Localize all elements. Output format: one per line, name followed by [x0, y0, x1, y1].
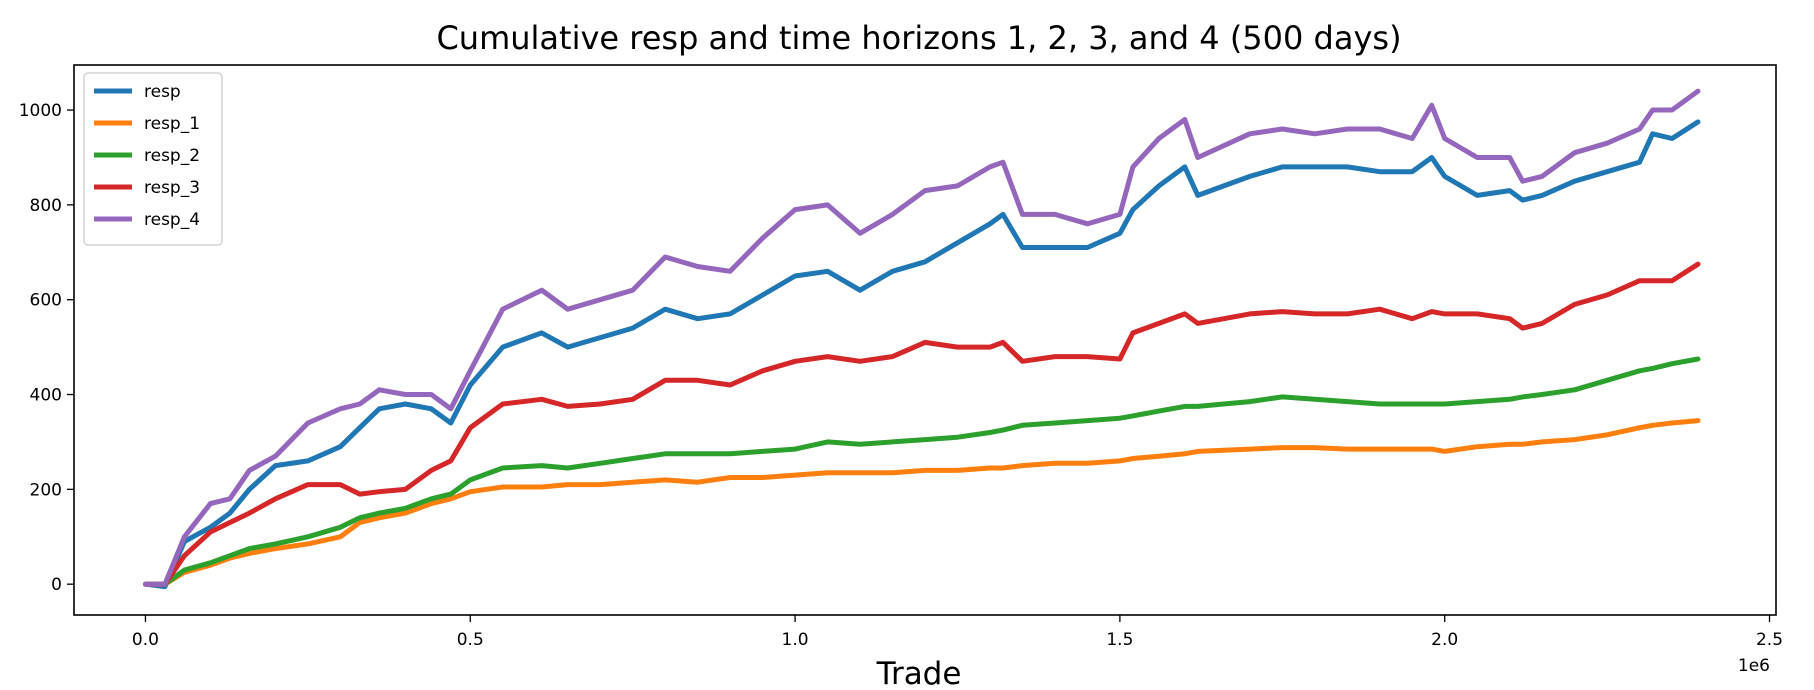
legend-label-resp-2: resp_2 [144, 146, 200, 166]
y-tick-label: 0 [51, 575, 62, 595]
x-tick-label: 0.5 [457, 630, 484, 650]
x-axis: 0.0 0.5 1.0 1.5 2.0 2.5 [132, 615, 1783, 650]
legend-label-resp-1: resp_1 [144, 114, 200, 134]
legend-label-resp: resp [144, 82, 181, 102]
series-line-resp-3 [146, 264, 1699, 584]
legend: resp resp_1 resp_2 resp_3 resp_4 [84, 73, 222, 245]
series-line-resp-4 [146, 91, 1699, 584]
series-line-resp-1 [146, 421, 1699, 585]
chart-title: Cumulative resp and time horizons 1, 2, … [436, 19, 1401, 57]
y-tick-label: 800 [30, 196, 62, 216]
y-axis: 0 200 400 600 800 1000 [19, 101, 74, 595]
x-axis-label: Trade [876, 656, 962, 690]
y-tick-label: 400 [30, 386, 62, 406]
x-tick-label: 0.0 [132, 630, 159, 650]
x-tick-label: 1.0 [782, 630, 809, 650]
y-tick-label: 600 [30, 291, 62, 311]
y-tick-label: 200 [30, 480, 62, 500]
x-axis-offset-label: 1e6 [1738, 656, 1770, 676]
series-lines [146, 91, 1699, 586]
x-tick-label: 2.0 [1431, 630, 1458, 650]
legend-label-resp-3: resp_3 [144, 178, 200, 198]
legend-label-resp-4: resp_4 [144, 210, 200, 230]
x-tick-label: 1.5 [1106, 630, 1133, 650]
y-tick-label: 1000 [19, 101, 62, 121]
x-tick-label: 2.5 [1756, 630, 1783, 650]
